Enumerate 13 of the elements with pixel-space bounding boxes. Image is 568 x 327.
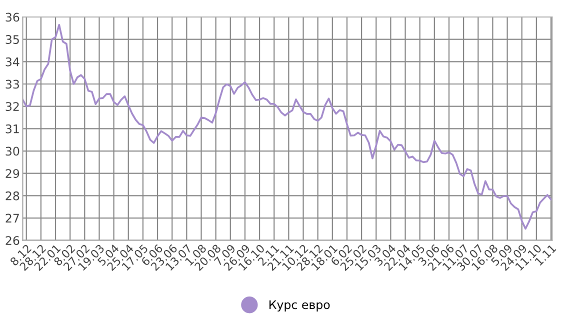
y-tick-label: 29 xyxy=(6,169,20,178)
y-tick-label: 36 xyxy=(6,12,20,22)
line-series xyxy=(22,24,552,230)
y-tick-label: 32 xyxy=(6,102,19,111)
y-tick-label: 33 xyxy=(6,80,19,89)
y-tick-label: 28 xyxy=(6,191,20,200)
y-tick-label: 26 xyxy=(6,236,20,245)
y-tick-label: 27 xyxy=(6,214,19,222)
y-tick-label: 31 xyxy=(6,124,19,134)
y-tick-label: 35 xyxy=(6,35,19,44)
y-tick-label: 30 xyxy=(6,146,20,156)
y-tick-label: 34 xyxy=(6,57,20,66)
legend-label: Курс евро xyxy=(269,300,330,312)
